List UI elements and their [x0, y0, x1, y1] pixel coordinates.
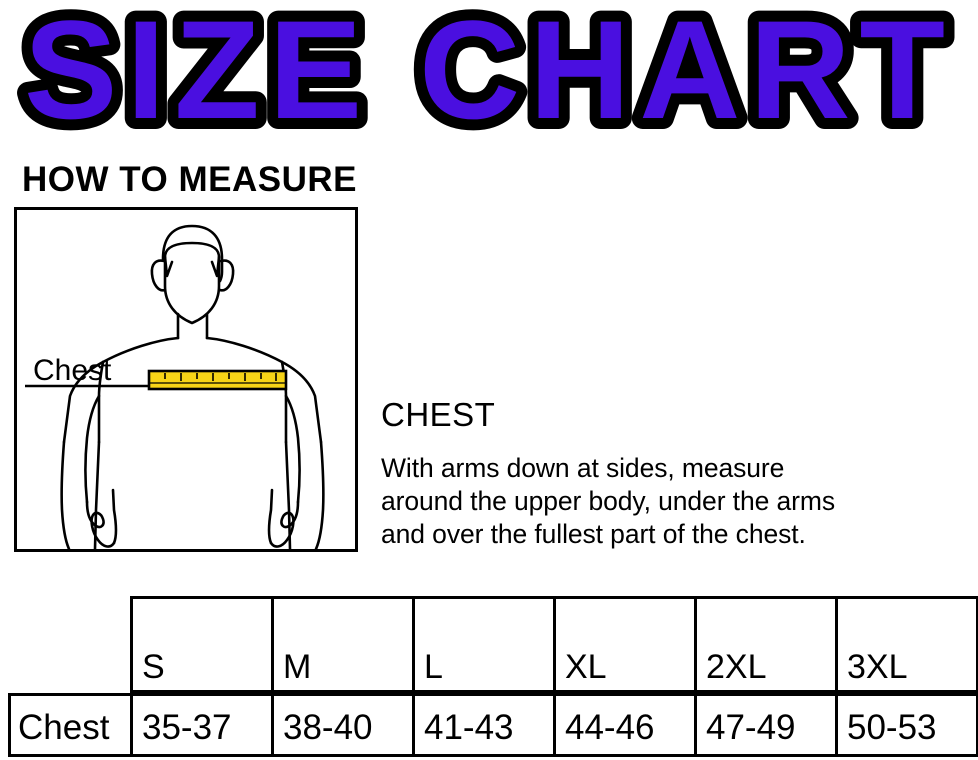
right-torso-side-lower: [284, 440, 292, 549]
how-to-measure-heading: HOW TO MEASURE: [22, 160, 357, 199]
right-hand: [269, 500, 300, 548]
header-cell-s: S: [130, 596, 274, 693]
male-torso-figure: Chest: [25, 224, 325, 549]
left-arm-outer-lower: [60, 440, 71, 549]
left-arm-inner: [84, 394, 101, 504]
chest-description-line-1: With arms down at sides, measure: [381, 453, 785, 483]
row-label-chest: Chest: [8, 693, 133, 757]
header-cell-l: L: [412, 596, 556, 693]
left-ear: [150, 259, 167, 292]
header-cell-xl: XL: [553, 596, 697, 693]
chest-section-heading: CHEST: [381, 396, 496, 433]
measurement-illustration-box: Chest: [14, 207, 358, 552]
data-cell-4xl: 54-57: [976, 693, 978, 757]
chest-label: Chest: [33, 354, 112, 387]
data-cell-xl: 44-46: [553, 693, 697, 757]
data-cell-s: 35-37: [130, 693, 274, 757]
right-hand-back: [267, 488, 274, 545]
data-cell-2xl: 47-49: [694, 693, 838, 757]
left-torso-side-lower: [93, 440, 101, 549]
face-outline: [163, 241, 221, 325]
chest-description: With arms down at sides, measure around …: [381, 452, 971, 551]
hair-outline: [161, 224, 224, 283]
data-cell-l: 41-43: [412, 693, 556, 757]
tape-measure-band: [147, 369, 288, 391]
title-fill: SIZE CHART: [24, 0, 954, 148]
size-table: S M L XL 2XL 3XL 4XL Chest 35-37 38-40 4…: [8, 596, 978, 758]
data-cell-3xl: 50-53: [835, 693, 978, 757]
left-hand: [85, 500, 116, 548]
page-title: SIZE CHART SIZE CHART: [0, 0, 978, 150]
header-cell-2xl: 2XL: [694, 596, 838, 693]
header-cell-m: M: [271, 596, 415, 693]
size-chart-title-graphic: SIZE CHART SIZE CHART: [13, 0, 956, 150]
hair-notch-right: [210, 255, 221, 278]
chest-description-line-3: and over the fullest part of the chest.: [381, 519, 806, 549]
hair-notch-left: [163, 255, 174, 278]
right-ear: [218, 259, 235, 292]
chest-description-line-2: around the upper body, under the arms: [381, 486, 835, 516]
tape-measure-ticks: [164, 373, 277, 381]
right-arm-outer-lower: [314, 440, 325, 549]
title-outline: SIZE CHART: [24, 0, 954, 148]
right-arm-inner: [284, 394, 301, 504]
left-hand-back: [111, 488, 118, 545]
header-cell-3xl: 3XL: [835, 596, 978, 693]
header-cell-4xl: 4XL: [976, 596, 978, 693]
data-cell-m: 38-40: [271, 693, 415, 757]
